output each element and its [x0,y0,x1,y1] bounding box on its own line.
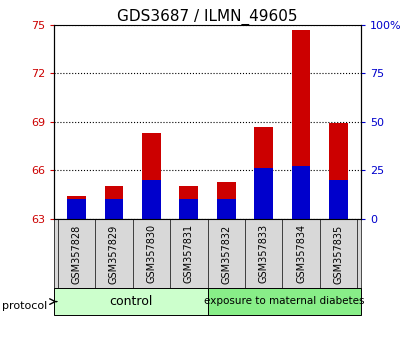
Bar [329,180,348,219]
Bar [142,133,161,219]
Bar [142,180,161,219]
Text: control: control [109,295,152,308]
Bar [217,182,236,219]
Bar [105,199,123,219]
FancyBboxPatch shape [54,288,208,315]
Bar [67,199,86,219]
Text: GSM357832: GSM357832 [221,224,231,284]
Bar [179,187,198,219]
Bar [329,124,348,219]
Bar [292,30,310,219]
FancyBboxPatch shape [208,288,361,315]
Text: GSM357830: GSM357830 [146,224,156,284]
Text: GSM357831: GSM357831 [184,224,194,284]
Text: GSM357828: GSM357828 [71,224,81,284]
Text: GSM357829: GSM357829 [109,224,119,284]
Text: protocol: protocol [2,301,47,311]
Text: exposure to maternal diabetes: exposure to maternal diabetes [204,296,364,306]
Bar [67,196,86,219]
Bar [292,166,310,219]
Text: GSM357835: GSM357835 [334,224,344,284]
Text: GSM357834: GSM357834 [296,224,306,284]
Bar [179,199,198,219]
Bar [254,127,273,219]
Title: GDS3687 / ILMN_49605: GDS3687 / ILMN_49605 [117,8,298,25]
Text: GSM357833: GSM357833 [259,224,269,284]
Bar [105,187,123,219]
Bar [254,168,273,219]
Bar [217,199,236,219]
